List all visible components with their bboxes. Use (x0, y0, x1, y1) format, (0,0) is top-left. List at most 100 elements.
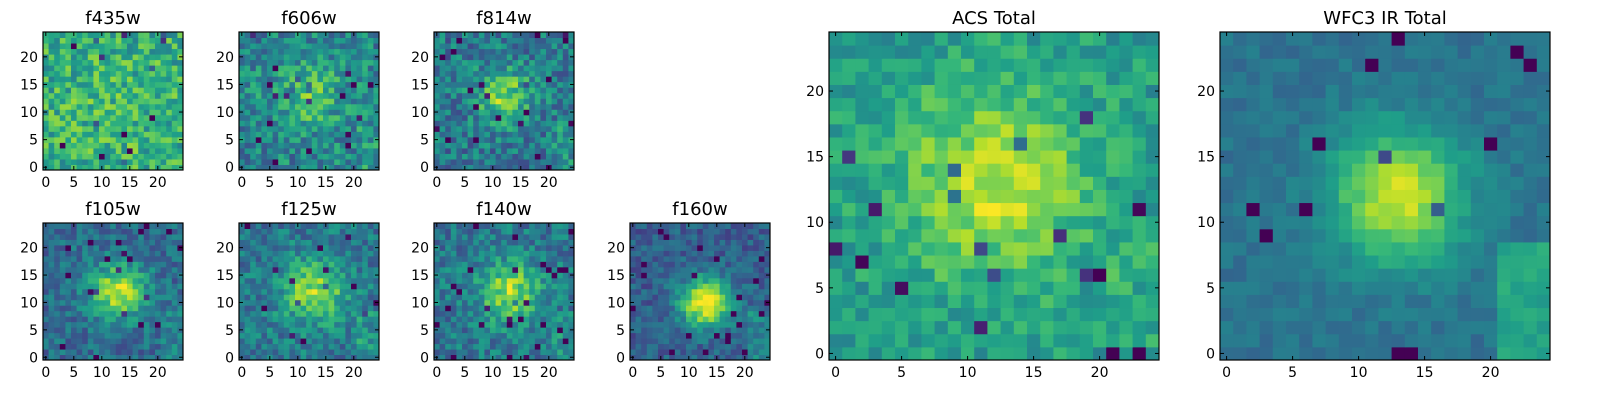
heatmap-cell (373, 153, 380, 160)
heatmap-cell (1079, 320, 1094, 335)
heatmap-cell (99, 131, 106, 138)
heatmap-cell (289, 37, 296, 44)
heatmap-cell (43, 288, 50, 295)
heatmap-cell (1093, 281, 1107, 295)
heatmap-cell (473, 294, 480, 301)
heatmap-cell (143, 103, 150, 110)
heatmap-cell (244, 305, 251, 312)
heatmap-cell (490, 147, 497, 154)
heatmap-cell (65, 239, 72, 246)
heatmap-cell (691, 305, 698, 312)
heatmap-cell (568, 48, 575, 55)
heatmap-cell (132, 114, 139, 121)
heatmap-cell (323, 316, 330, 323)
heatmap-cell (138, 147, 145, 154)
heatmap-cell (512, 283, 519, 290)
heatmap-cell (562, 125, 569, 132)
heatmap-cell (367, 81, 374, 88)
heatmap-cell (65, 233, 72, 240)
heatmap-cell (127, 48, 134, 55)
heatmap-cell (87, 70, 94, 77)
heatmap-cell (697, 343, 704, 350)
heatmap-cell (149, 283, 156, 290)
heatmap-cell (345, 233, 352, 240)
heatmap-cell (551, 283, 558, 290)
heatmap-cell (87, 76, 94, 83)
heatmap-cell (356, 299, 363, 306)
heatmap-cell (518, 109, 525, 116)
heatmap-cell (43, 120, 50, 127)
heatmap-cell (59, 43, 66, 50)
heatmap-cell (104, 310, 111, 317)
heatmap-cell (65, 142, 72, 149)
heatmap-cell (177, 65, 184, 72)
heatmap-cell (719, 354, 726, 361)
heatmap-cell (289, 158, 296, 165)
heatmap-cell (652, 332, 659, 339)
heatmap-cell (65, 299, 72, 306)
heatmap-cell (48, 142, 55, 149)
heatmap-cell (753, 255, 760, 262)
heatmap-cell (155, 125, 162, 132)
heatmap-cell (278, 343, 285, 350)
heatmap-cell (127, 70, 134, 77)
heatmap-cell (104, 266, 111, 273)
heatmap-cell (518, 332, 525, 339)
heatmap-cell (104, 43, 111, 50)
heatmap-cell (82, 65, 89, 72)
heatmap-cell (76, 233, 83, 240)
heatmap-cell (48, 76, 55, 83)
heatmap-cell (434, 131, 441, 138)
heatmap-cell (362, 349, 369, 356)
heatmap-cell (59, 59, 66, 66)
heatmap-cell (562, 288, 569, 295)
heatmap-cell (506, 354, 513, 361)
heatmap-cell (255, 305, 262, 312)
heatmap-cell (76, 261, 83, 268)
heatmap-cell (691, 288, 698, 295)
heatmap-cell (59, 305, 66, 312)
heatmap-cell (138, 343, 145, 350)
heatmap-cell (82, 164, 89, 171)
heatmap-cell (267, 283, 274, 290)
heatmap-cell (306, 343, 313, 350)
heatmap-cell (456, 147, 463, 154)
heatmap-cell (59, 98, 66, 105)
heatmap-cell (289, 153, 296, 160)
heatmap-cell (272, 136, 279, 143)
heatmap-cell (691, 332, 698, 339)
heatmap-cell (534, 266, 541, 273)
heatmap-cell (961, 320, 975, 335)
x-tick-label: 5 (69, 365, 78, 381)
heatmap-cell (104, 109, 111, 116)
heatmap-cell (334, 266, 341, 273)
heatmap-cell (1040, 202, 1054, 217)
heatmap-cell (658, 310, 665, 317)
heatmap-cell (747, 261, 754, 268)
heatmap-cell (736, 239, 743, 246)
heatmap-cell (155, 250, 162, 257)
heatmap-cell (311, 109, 318, 116)
heatmap-cell (76, 321, 83, 328)
heatmap-cell (132, 103, 139, 110)
heatmap-cell (557, 299, 564, 306)
heatmap-cell (490, 136, 497, 143)
heatmap-cell (680, 233, 687, 240)
heatmap-cell (87, 327, 94, 334)
heatmap-cell (295, 37, 302, 44)
heatmap-cell (59, 120, 66, 127)
heatmap-cell (143, 92, 150, 99)
heatmap-cell (143, 65, 150, 72)
heatmap-cell (495, 310, 502, 317)
heatmap-cell (730, 288, 737, 295)
y-tick-label: 5 (420, 323, 429, 339)
heatmap-cell (974, 163, 988, 177)
heatmap-cell (362, 109, 369, 116)
y-tick-label: 0 (420, 350, 429, 366)
heatmap-cell (868, 307, 883, 322)
heatmap-cell (261, 332, 268, 339)
heatmap-cell (155, 136, 162, 143)
heatmap-cell (523, 87, 530, 94)
heatmap-cell (1027, 228, 1041, 243)
heatmap-cell (328, 125, 335, 132)
